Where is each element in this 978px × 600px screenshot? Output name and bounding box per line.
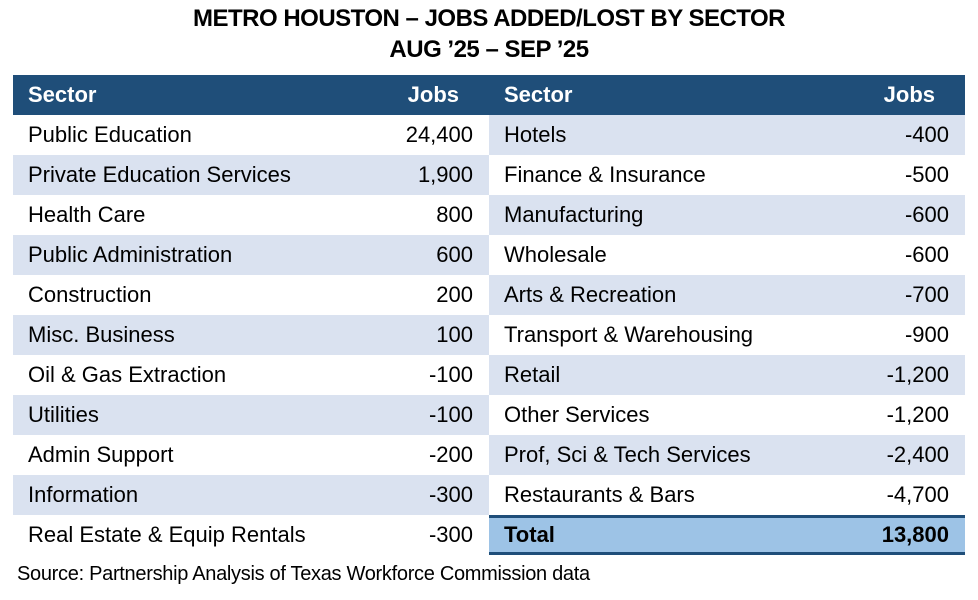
sector-name: Oil & Gas Extraction	[28, 362, 227, 387]
left-half-cells: Private Education Services 1,900	[13, 155, 489, 195]
jobs-value: 200	[436, 282, 473, 307]
table-header-row: Sector Jobs Sector Jobs	[13, 75, 965, 115]
jobs-value: 800	[436, 202, 473, 227]
left-half-cells: Public Education 24,400	[13, 115, 489, 155]
table-row: Misc. Business 100 Transport & Warehousing…	[13, 315, 965, 355]
header-sector-right: Sector	[504, 82, 573, 107]
table-row: Information -300 Restaurants & Bars -4,700	[13, 475, 965, 515]
sector-name: Manufacturing	[504, 202, 644, 227]
table-row: Utilities -100 Other Services -1,200	[13, 395, 965, 435]
table-row: Real Estate & Equip Rentals -300 Total 13,8…	[13, 515, 965, 555]
jobs-value: -2,400	[886, 442, 949, 467]
jobs-value: -700	[904, 282, 949, 307]
jobs-value: 24,400	[405, 122, 473, 147]
left-half-cells: Health Care 800	[13, 195, 489, 235]
total-label: Total	[504, 522, 555, 547]
left-half-cells: Construction 200	[13, 275, 489, 315]
jobs-value: -500	[904, 162, 949, 187]
left-half-cells: Real Estate & Equip Rentals -300	[13, 515, 489, 555]
jobs-value: -4,700	[886, 482, 949, 507]
table-row: Public Education 24,400 Hotels -400	[13, 115, 965, 155]
jobs-value: -900	[904, 322, 949, 347]
jobs-value: -100	[428, 402, 473, 427]
sector-name: Misc. Business	[28, 322, 175, 347]
left-half-cells: Oil & Gas Extraction -100	[13, 355, 489, 395]
right-half-cells: Prof, Sci & Tech Services -2,400	[489, 435, 965, 475]
sector-name: Real Estate & Equip Rentals	[28, 522, 306, 547]
jobs-value: -300	[428, 482, 473, 507]
right-half-cells: Retail -1,200	[489, 355, 965, 395]
sector-name: Admin Support	[28, 442, 174, 467]
chart-title: METRO HOUSTON – JOBS ADDED/LOST BY SECTO…	[0, 3, 978, 65]
left-half-cells: Misc. Business 100	[13, 315, 489, 355]
sector-name: Finance & Insurance	[504, 162, 706, 187]
sector-name: Retail	[504, 362, 561, 387]
sector-name: Arts & Recreation	[504, 282, 677, 307]
jobs-value: -200	[428, 442, 473, 467]
table-row: Construction 200 Arts & Recreation -700	[13, 275, 965, 315]
jobs-value: -1,200	[886, 402, 949, 427]
sector-name: Other Services	[504, 402, 650, 427]
jobs-value: -1,200	[886, 362, 949, 387]
sector-name: Construction	[28, 282, 152, 307]
table-row: Oil & Gas Extraction -100 Retail -1,200	[13, 355, 965, 395]
left-half-cells: Utilities -100	[13, 395, 489, 435]
right-half-cells: Other Services -1,200	[489, 395, 965, 435]
total-row-cells: Total 13,800	[489, 515, 965, 555]
table-row: Health Care 800 Manufacturing -600	[13, 195, 965, 235]
source-note: Source: Partnership Analysis of Texas Wo…	[17, 563, 590, 585]
sector-name: Hotels	[504, 122, 567, 147]
sector-name: Prof, Sci & Tech Services	[504, 442, 751, 467]
header-sector-left: Sector	[28, 82, 97, 107]
table-body: Public Education 24,400 Hotels -400 Private …	[13, 115, 965, 555]
right-half-cells: Arts & Recreation -700	[489, 275, 965, 315]
left-half-cells: Admin Support -200	[13, 435, 489, 475]
left-half-cells: Public Administration 600	[13, 235, 489, 275]
right-half-cells: Transport & Warehousing -900	[489, 315, 965, 355]
title-line-2: AUG ’25 – SEP ’25	[389, 36, 589, 63]
right-half-cells: Hotels -400	[489, 115, 965, 155]
jobs-value: 1,900	[417, 162, 473, 187]
jobs-value: -300	[428, 522, 473, 547]
table-row: Private Education Services 1,900 Finance &…	[13, 155, 965, 195]
sector-name: Public Education	[28, 122, 192, 147]
sector-name: Information	[28, 482, 139, 507]
sector-name: Public Administration	[28, 242, 233, 267]
jobs-value: -100	[428, 362, 473, 387]
total-value: 13,800	[881, 522, 949, 547]
right-half-cells: Restaurants & Bars -4,700	[489, 475, 965, 515]
left-half-cells: Information -300	[13, 475, 489, 515]
table-row: Public Administration 600 Wholesale -600	[13, 235, 965, 275]
right-half-cells: Finance & Insurance -500	[489, 155, 965, 195]
right-half-cells: Manufacturing -600	[489, 195, 965, 235]
header-left-half: Sector Jobs	[13, 75, 489, 115]
header-right-half: Sector Jobs	[489, 75, 965, 115]
jobs-value: 600	[436, 242, 473, 267]
right-half-cells: Wholesale -600	[489, 235, 965, 275]
jobs-value: 100	[436, 322, 473, 347]
header-jobs-right: Jobs	[883, 82, 935, 107]
sector-name: Utilities	[28, 402, 99, 427]
jobs-value: -600	[904, 242, 949, 267]
sector-name: Wholesale	[504, 242, 607, 267]
table-row: Admin Support -200 Prof, Sci & Tech Servic…	[13, 435, 965, 475]
jobs-table: Sector Jobs Sector Jobs Public Education…	[13, 75, 965, 555]
title-line-1: METRO HOUSTON – JOBS ADDED/LOST BY SECTO…	[192, 5, 786, 32]
jobs-value: -600	[904, 202, 949, 227]
sector-name: Private Education Services	[28, 162, 291, 187]
jobs-value: -400	[904, 122, 949, 147]
sector-name: Health Care	[28, 202, 146, 227]
header-jobs-left: Jobs	[407, 82, 459, 107]
sector-name: Restaurants & Bars	[504, 482, 695, 507]
sector-name: Transport & Warehousing	[504, 322, 754, 347]
